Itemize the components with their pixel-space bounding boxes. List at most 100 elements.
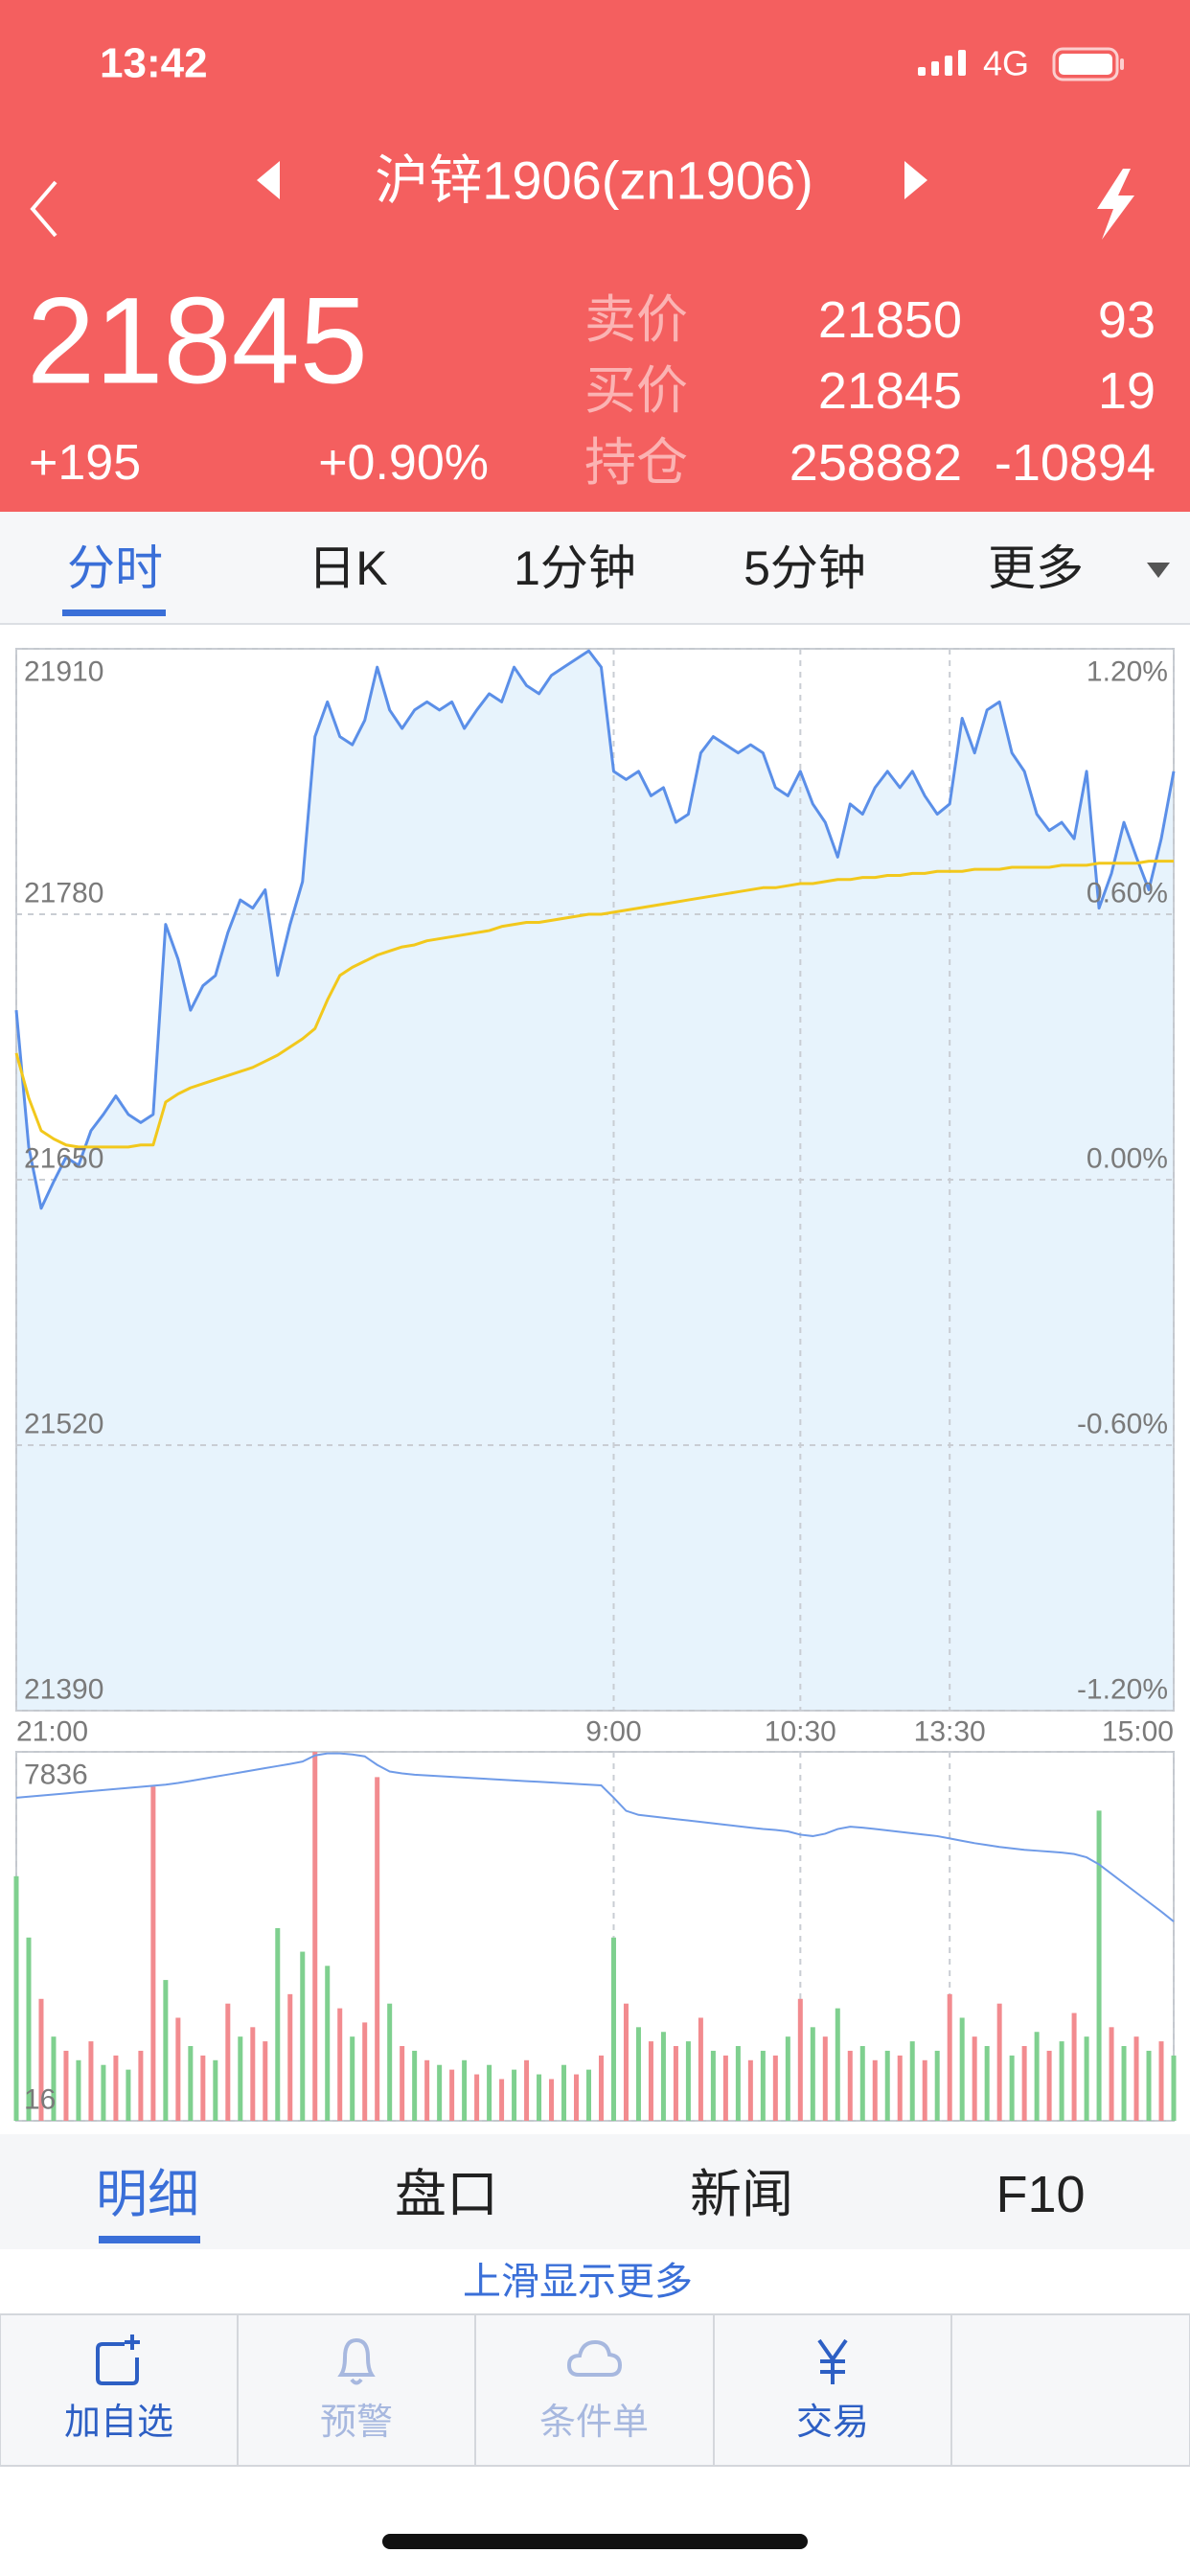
more-dropdown[interactable] — [1147, 563, 1170, 578]
x-tick-label: 13:30 — [914, 1716, 986, 1748]
x-tick-label: 9:00 — [585, 1716, 641, 1748]
volume-bar — [847, 2050, 853, 2121]
quote-price: 258882 — [790, 434, 962, 492]
volume-bar — [947, 1993, 952, 2121]
condition-order-icon — [566, 2339, 623, 2377]
chart-marks — [13, 649, 1177, 2121]
volume-bar — [76, 2059, 81, 2121]
volume-bar — [722, 2055, 728, 2121]
volume-bar — [909, 2041, 915, 2121]
back-button[interactable] — [30, 180, 57, 238]
previous-contract[interactable] — [257, 161, 280, 199]
y-tick-label: 21520 — [24, 1409, 103, 1440]
volume-bar — [623, 2003, 629, 2121]
contract-title: 沪锌1906(zn1906) — [375, 150, 813, 211]
quote-label: 买价 — [584, 362, 688, 420]
volume-bar — [598, 2055, 604, 2121]
volume-bar — [673, 2046, 678, 2121]
quote-rows: 卖价 21850 93 买价 21845 19 持仓 258882 -10894 — [584, 291, 1156, 492]
volume-bar — [785, 2036, 790, 2121]
y-tick-label: 7836 — [24, 1760, 88, 1791]
chart-background — [16, 651, 1174, 1711]
toolbar — [0, 2313, 1190, 2467]
volume-bar — [412, 2050, 418, 2121]
volume-bar — [1071, 2012, 1077, 2121]
volume-bar — [760, 2050, 766, 2121]
volume-bar — [574, 2074, 580, 2121]
volume-bar — [698, 2017, 703, 2121]
toolbar-label[interactable]: 条件单 — [539, 2403, 649, 2443]
volume-bar — [512, 2069, 517, 2121]
volume-bar — [362, 2022, 368, 2121]
volume-bar — [312, 1752, 318, 2121]
volume-bar — [884, 2050, 890, 2121]
next-contract[interactable] — [904, 161, 927, 199]
volume-bar — [26, 1937, 32, 2121]
more-hint: 上滑显示更多 — [463, 2261, 693, 2303]
volume-bar — [648, 2041, 653, 2121]
volume-bar — [735, 2046, 741, 2121]
volume-bar — [487, 2064, 492, 2121]
volume-bar — [822, 2036, 828, 2121]
volume-bar — [1121, 2046, 1127, 2121]
volume-bar — [1021, 2046, 1027, 2121]
toolbar-label[interactable]: 交易 — [796, 2403, 869, 2443]
bottom-tab[interactable]: 盘口 — [395, 2166, 498, 2223]
x-tick-label: 21:00 — [16, 1716, 88, 1748]
y2-tick-label: -1.20% — [1077, 1674, 1168, 1706]
volume-bar — [375, 1777, 380, 2121]
volume-bar — [51, 2036, 57, 2121]
volume-bar — [524, 2059, 530, 2121]
volume-bar — [1171, 2055, 1177, 2121]
header-background — [0, 0, 1190, 512]
toolbar-label[interactable]: 预警 — [320, 2403, 393, 2443]
y-tick-label: 21390 — [24, 1674, 103, 1706]
volume-bar — [200, 2055, 206, 2121]
tab[interactable]: 更多 — [988, 541, 1084, 595]
volume-bar — [63, 2050, 69, 2121]
y-tick-label: 21780 — [24, 878, 103, 909]
volume-bar — [1009, 2055, 1015, 2121]
tab[interactable]: 分时 — [67, 541, 163, 595]
volume-bar — [549, 2079, 555, 2121]
tab[interactable]: 1分钟 — [514, 541, 636, 595]
status-time: 13:42 — [100, 40, 208, 87]
y2-tick-label: 0.60% — [1087, 878, 1168, 909]
volume-bar — [499, 2079, 505, 2121]
volume-bar — [337, 2008, 343, 2121]
volume-bar — [660, 2032, 666, 2121]
position-line — [15, 1752, 1175, 1922]
chart-labels: 21:00 9:00 10:30 13:30 15:00 21390 21520 21650 2… — [16, 656, 1174, 2116]
flash-button[interactable] — [1097, 169, 1134, 240]
network-label: 4G — [983, 44, 1029, 83]
y-tick-label: 21650 — [24, 1143, 103, 1175]
volume-bar — [101, 2064, 106, 2121]
quote-qty: 93 — [1098, 291, 1156, 349]
home-indicator — [382, 2534, 808, 2549]
tab[interactable]: 5分钟 — [744, 541, 866, 595]
volume-bar — [38, 1998, 44, 2121]
add-watchlist-icon — [96, 2334, 140, 2385]
tab[interactable]: 日K — [308, 541, 387, 595]
bottom-tab[interactable]: 明细 — [96, 2166, 199, 2223]
x-tick-label: 10:30 — [765, 1716, 836, 1748]
volume-bar — [1084, 2036, 1089, 2121]
volume-bar — [188, 2046, 194, 2121]
y2-tick-label: 0.00% — [1087, 1143, 1168, 1175]
bottom-tab[interactable]: 新闻 — [690, 2166, 793, 2223]
volume-bar — [387, 2003, 393, 2121]
volume-bar — [797, 1998, 803, 2121]
volume-bar — [1096, 1810, 1102, 2121]
volume-bar — [537, 2074, 542, 2121]
volume-bar — [275, 1927, 281, 2121]
volume-bar — [561, 2064, 567, 2121]
quote-qty: 19 — [1098, 362, 1156, 420]
toolbar-label[interactable]: 加自选 — [64, 2403, 173, 2443]
volume-bar — [138, 2050, 144, 2121]
bottom-tab[interactable]: F10 — [995, 2166, 1085, 2223]
quote-qty: -10894 — [995, 434, 1156, 492]
volume-bar — [685, 2041, 691, 2121]
volume-bar — [400, 2046, 405, 2121]
volume-bar — [88, 2041, 94, 2121]
